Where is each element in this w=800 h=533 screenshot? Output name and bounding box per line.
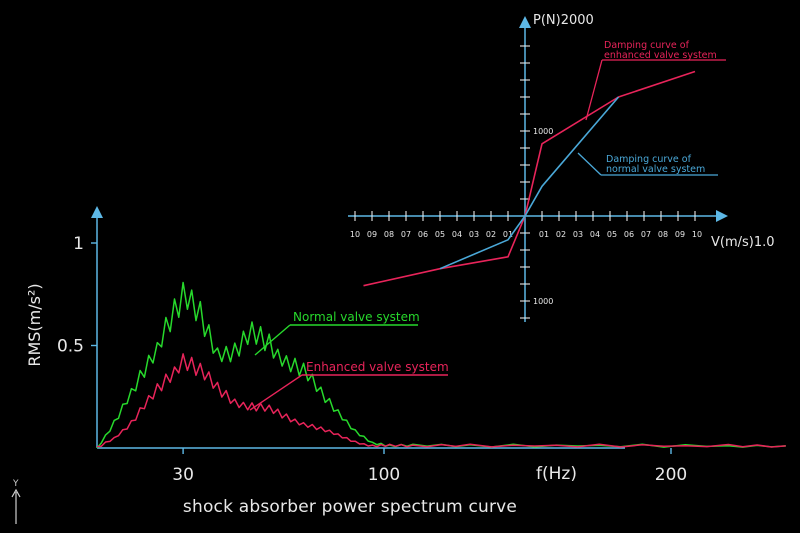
callout-normal-label: Damping curve of normal valve system bbox=[606, 154, 705, 175]
spectrum-y-tick-label: 1 bbox=[73, 234, 84, 254]
callout-enhanced-label: Damping curve of enhanced valve system bbox=[604, 40, 717, 61]
enhanced-damping-curve bbox=[363, 70, 696, 287]
damping-x-tick-label: 03 bbox=[469, 230, 479, 239]
damping-y-tick-label: 1000 bbox=[533, 127, 553, 136]
damping-x-label: V(m/s)1.0 bbox=[711, 235, 775, 250]
damping-x-tick-label: 10 bbox=[692, 230, 702, 239]
legend-normal-leader bbox=[254, 324, 291, 356]
corner-axis-label: Y bbox=[12, 479, 19, 489]
spectrum-x-tick-label: 30 bbox=[172, 465, 194, 485]
power-spectrum-chart: 30 100 200 0.5 1 RMS(m/s²) f(Hz) Normal valv… bbox=[25, 206, 786, 485]
legend-normal-label: Normal valve system bbox=[293, 310, 420, 324]
callout-normal-line-1: Damping curve of bbox=[606, 154, 692, 165]
spectrum-x-tick-label: 100 bbox=[368, 465, 400, 485]
callout-enhanced-leader bbox=[585, 59, 603, 121]
damping-y-tick-label: 1000 bbox=[533, 297, 553, 306]
damping-chart: 10 09 08 07 06 05 04 03 02 01 01 02 03 04 05 06 07 08 09 10… bbox=[348, 13, 775, 322]
spectrum-ticks: 30 100 200 0.5 1 bbox=[57, 234, 687, 485]
damping-x-tick-label: 10 bbox=[350, 230, 360, 239]
spectrum-series bbox=[96, 281, 786, 449]
damping-x-tick-label: 09 bbox=[367, 230, 377, 239]
normal-damping-curve bbox=[439, 96, 620, 270]
damping-x-tick-label: 02 bbox=[556, 230, 566, 239]
damping-x-tick-label: 01 bbox=[503, 230, 513, 239]
callout-enhanced-line-1: Damping curve of bbox=[604, 40, 690, 51]
damping-x-tick-label: 08 bbox=[658, 230, 668, 239]
spectrum-y-label: RMS(m/s²) bbox=[25, 283, 44, 366]
legend-enhanced: Enhanced valve system bbox=[249, 360, 449, 411]
damping-x-tick-label: 01 bbox=[539, 230, 549, 239]
chart-caption: shock absorber power spectrum curve bbox=[182, 497, 518, 517]
damping-x-tick-label: 02 bbox=[486, 230, 496, 239]
enhanced-valve-spectrum-line bbox=[96, 353, 786, 448]
legend-enhanced-leader bbox=[249, 374, 303, 411]
callout-normal-leader bbox=[577, 152, 602, 176]
damping-x-tick-label: 04 bbox=[452, 230, 462, 239]
callout-enhanced-line-2: enhanced valve system bbox=[604, 50, 717, 61]
up-arrow-icon: Y bbox=[11, 479, 21, 524]
damping-x-tick-label: 06 bbox=[624, 230, 634, 239]
damping-x-tick-label: 03 bbox=[573, 230, 583, 239]
callout-enhanced: Damping curve of enhanced valve system bbox=[585, 40, 726, 121]
damping-x-tick-label: 06 bbox=[418, 230, 428, 239]
legend-normal: Normal valve system bbox=[254, 310, 420, 356]
damping-x-tick-label: 05 bbox=[607, 230, 617, 239]
damping-x-tick-label: 08 bbox=[384, 230, 394, 239]
spectrum-x-tick-label: 200 bbox=[655, 465, 687, 485]
damping-y-label: P(N)2000 bbox=[533, 13, 594, 28]
damping-ticks: 10 09 08 07 06 05 04 03 02 01 01 02 03 04 05 06 07 08 09 10… bbox=[350, 45, 702, 319]
callout-normal-line-2: normal valve system bbox=[606, 164, 705, 175]
damping-series bbox=[363, 70, 696, 287]
damping-x-tick-label: 04 bbox=[590, 230, 600, 239]
spectrum-x-label: f(Hz) bbox=[536, 464, 577, 484]
y-direction-indicator: Y bbox=[10, 478, 24, 526]
legend-enhanced-label: Enhanced valve system bbox=[306, 360, 449, 374]
callout-normal: Damping curve of normal valve system bbox=[577, 152, 718, 176]
damping-x-tick-label: 07 bbox=[401, 230, 411, 239]
spectrum-y-tick-label: 0.5 bbox=[57, 337, 84, 357]
damping-x-tick-label: 05 bbox=[435, 230, 445, 239]
damping-x-tick-label: 07 bbox=[641, 230, 651, 239]
damping-x-tick-label: 09 bbox=[675, 230, 685, 239]
